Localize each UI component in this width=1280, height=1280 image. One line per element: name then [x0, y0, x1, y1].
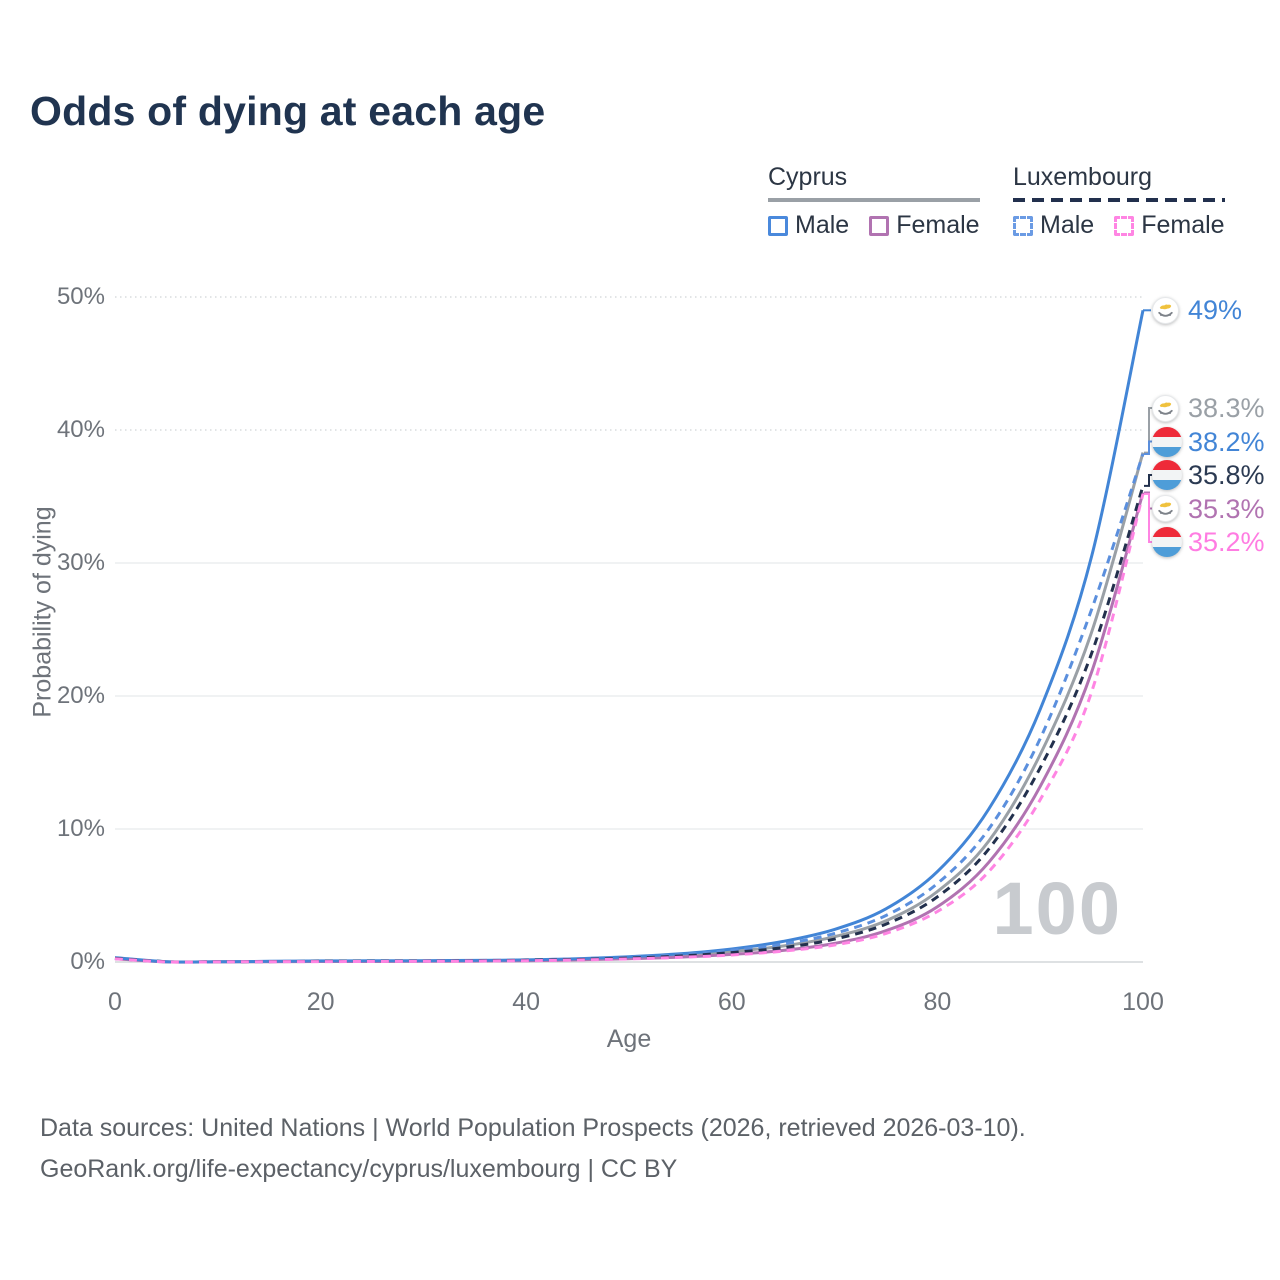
legend-label-luxembourg-female[interactable]: Female — [1141, 211, 1225, 239]
y-tick-label-10: 10% — [56, 815, 105, 842]
end-value-luxembourg_female: 35.2% — [1188, 527, 1265, 557]
leader-luxembourg_female — [1144, 492, 1153, 543]
legend-label-cyprus-female[interactable]: Female — [896, 211, 980, 239]
y-tick-label-0: 0% — [70, 948, 105, 975]
legend-underline-luxembourg — [1013, 198, 1225, 202]
legend-title-cyprus: Cyprus — [768, 163, 848, 191]
legend-underline-cyprus — [768, 198, 980, 202]
line-luxembourg_total[interactable] — [114, 485, 1145, 964]
luxembourg-flag-icon — [1152, 460, 1182, 495]
end-value-cyprus_total: 38.3% — [1188, 393, 1265, 423]
page-title: Odds of dying at each age — [30, 88, 546, 134]
x-tick-label-0: 0 — [108, 988, 122, 1016]
x-tick-label-80: 80 — [923, 988, 952, 1016]
leader-luxembourg_total — [1144, 474, 1153, 487]
x-tick-label-100: 100 — [1122, 988, 1164, 1016]
y-tick-label-40: 40% — [56, 416, 105, 443]
legend-group-luxembourg: Luxembourg Male Female — [1013, 163, 1225, 240]
legend-title-luxembourg: Luxembourg — [1013, 163, 1152, 191]
hover-age-watermark: 100 — [992, 867, 1122, 950]
leader-luxembourg_male — [1144, 440, 1153, 455]
footer: Data sources: United Nations | World Pop… — [40, 1108, 1026, 1190]
end-value-cyprus_male: 49% — [1188, 295, 1243, 326]
legend-label-luxembourg-male[interactable]: Male — [1040, 211, 1095, 239]
y-tick-label-20: 20% — [56, 682, 105, 709]
x-tick-label-20: 20 — [306, 988, 335, 1016]
legend-group-cyprus: Cyprus Male Female — [768, 163, 980, 240]
end-value-luxembourg_total: 35.8% — [1188, 460, 1265, 490]
cyprus-flag-icon — [1152, 495, 1179, 527]
legend-swatch-cyprus-female[interactable] — [869, 215, 890, 236]
y-tick-label-30: 30% — [56, 549, 105, 576]
y-tick-label-50: 50% — [56, 283, 105, 310]
legend-swatch-cyprus-male[interactable] — [768, 215, 788, 236]
end-value-luxembourg_male: 38.2% — [1188, 426, 1265, 457]
end-value-cyprus_female: 35.3% — [1188, 493, 1265, 524]
luxembourg-flag-icon — [1152, 527, 1182, 562]
legend-label-cyprus-male[interactable]: Male — [795, 211, 850, 239]
line-cyprus_total[interactable] — [114, 452, 1145, 964]
line-luxembourg_female[interactable] — [114, 493, 1145, 964]
luxembourg-flag-icon — [1152, 426, 1182, 462]
cyprus-flag-icon — [1152, 296, 1179, 329]
legend-swatch-luxembourg-male[interactable] — [1013, 215, 1033, 236]
legend-swatch-luxembourg-female[interactable] — [1114, 215, 1135, 236]
footer-attribution: GeoRank.org/life-expectancy/cyprus/luxem… — [40, 1155, 678, 1183]
cyprus-flag-icon — [1152, 394, 1179, 427]
x-tick-label-60: 60 — [717, 988, 746, 1016]
footer-data-sources: Data sources: United Nations | World Pop… — [40, 1114, 1026, 1142]
line-luxembourg_male[interactable] — [114, 453, 1145, 964]
x-tick-label-40: 40 — [512, 988, 541, 1016]
x-axis-title: Age — [606, 1025, 652, 1053]
leader-cyprus_total — [1144, 407, 1153, 454]
